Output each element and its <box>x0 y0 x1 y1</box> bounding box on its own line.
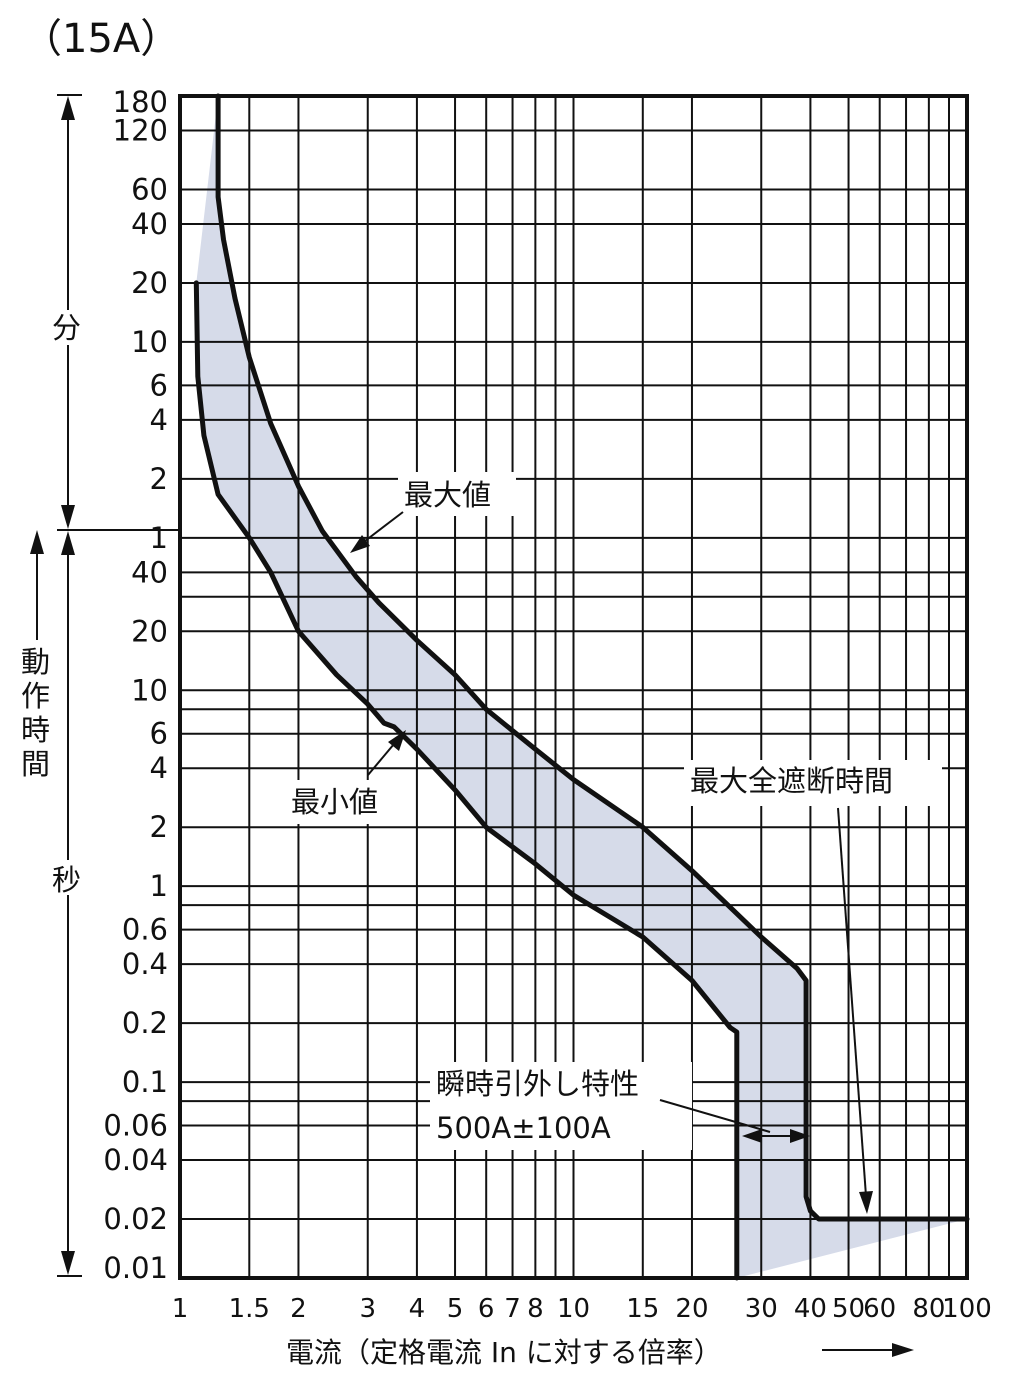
x-tick-label: 50 <box>832 1294 865 1324</box>
seconds-unit-label: 秒 <box>52 863 81 897</box>
x-tick-label: 1 <box>172 1294 189 1324</box>
y-tick-label: 10 <box>131 325 168 359</box>
y-tick-label: 1 <box>150 521 168 555</box>
annotation-min-label: 最小値 <box>291 785 378 819</box>
annotation-min-arrowhead <box>388 730 406 751</box>
y-tick-label: 0.6 <box>122 913 168 947</box>
y-tick-labels: 18012060402010642140201064210.60.40.20.1… <box>103 85 168 1285</box>
x-tick-label: 6 <box>478 1294 495 1324</box>
y-tick-label: 4 <box>150 403 168 437</box>
chart-title: （15A） <box>22 16 180 62</box>
instant-range-arrow-left <box>742 1129 762 1143</box>
annotation-max-leader <box>364 511 404 542</box>
instant-range-arrow-right <box>790 1129 810 1143</box>
y-tick-label: 20 <box>131 266 168 300</box>
y-tick-label: 0.02 <box>103 1202 168 1236</box>
x-axis-arrow <box>822 1343 914 1357</box>
unit-arrowheads <box>30 96 75 1275</box>
x-tick-label: 15 <box>626 1294 659 1324</box>
annotation-min-leader <box>367 743 395 776</box>
x-tick-label: 40 <box>794 1294 827 1324</box>
y-tick-label: 40 <box>131 555 168 589</box>
x-tick-label: 2 <box>290 1294 307 1324</box>
curve-layer <box>193 93 970 1281</box>
annotation-max-label: 最大値 <box>404 478 491 512</box>
y-tick-label: 0.01 <box>103 1251 168 1285</box>
annotation-instant-range: 500A±100A <box>436 1111 611 1145</box>
annotation-total-break-leader <box>837 807 867 1197</box>
operating-band <box>196 96 968 1278</box>
annotation-total-break: 最大全遮断時間 <box>684 760 942 1214</box>
x-tick-label: 1.5 <box>229 1294 270 1324</box>
y-tick-label: 0.2 <box>122 1006 168 1040</box>
x-tick-label: 5 <box>447 1294 464 1324</box>
x-tick-label: 10 <box>557 1294 590 1324</box>
minutes-arrowhead-up <box>61 96 75 120</box>
max-curve <box>215 93 970 1222</box>
x-tick-label: 7 <box>504 1294 521 1324</box>
x-tick-label: 3 <box>359 1294 376 1324</box>
y-tick-label: 40 <box>131 207 168 241</box>
minutes-arrowhead-down <box>61 505 75 529</box>
y-tick-label: 0.1 <box>122 1065 168 1099</box>
seconds-arrowhead-up <box>61 531 75 555</box>
annotation-total-break-label: 最大全遮断時間 <box>690 764 893 798</box>
annotation-max: 最大値 <box>350 472 516 553</box>
annotation-max-arrowhead <box>350 535 370 553</box>
y-tick-label: 0.4 <box>122 947 168 981</box>
x-tick-label: 80 <box>912 1294 945 1324</box>
y-tick-label: 20 <box>131 614 168 648</box>
seconds-arrowhead-down <box>61 1251 75 1275</box>
x-tick-label: 100 <box>942 1294 992 1324</box>
x-tick-label: 30 <box>745 1294 778 1324</box>
plot-frame <box>178 94 969 1280</box>
y-tick-label: 6 <box>150 717 168 751</box>
operating-band-layer <box>196 96 968 1278</box>
x-tick-label: 8 <box>527 1294 544 1324</box>
y-tick-label: 10 <box>131 673 168 707</box>
annotation-instant: 瞬時引外し特性 500A±100A <box>430 1062 810 1150</box>
x-axis-arrowhead <box>892 1343 914 1357</box>
operating-arrowhead-up <box>30 530 44 554</box>
min-curve <box>193 280 740 1281</box>
unit-arrows <box>36 94 180 1277</box>
x-axis-label: 電流（定格電流 In に対する倍率） <box>286 1336 722 1369</box>
annotation-total-break-arrowhead <box>859 1191 873 1214</box>
y-tick-label: 6 <box>150 368 168 402</box>
minutes-unit-label: 分 <box>52 311 81 345</box>
y-tick-label: 60 <box>131 172 168 206</box>
y-tick-label: 120 <box>113 113 168 147</box>
y-tick-label: 4 <box>150 751 168 785</box>
annotation-max-bg <box>398 472 516 516</box>
annotation-instant-bg <box>430 1062 692 1150</box>
y-tick-label: 2 <box>150 810 168 844</box>
annotation-min: 最小値 <box>278 730 406 824</box>
annotation-instant-label: 瞬時引外し特性 <box>436 1067 639 1101</box>
y-tick-label: 1 <box>150 869 168 903</box>
y-tick-label: 2 <box>150 462 168 496</box>
y-tick-label: 0.04 <box>103 1143 168 1177</box>
annotation-min-bg <box>278 780 404 824</box>
annotation-instant-leader <box>659 1099 771 1133</box>
y-tick-label: 180 <box>113 85 168 119</box>
y-tick-label: 0.06 <box>103 1109 168 1143</box>
x-tick-label: 60 <box>863 1294 896 1324</box>
x-tick-label: 4 <box>409 1294 426 1324</box>
operating-time-label: 動作時間 <box>21 645 50 781</box>
annotation-total-break-bg <box>684 760 942 806</box>
x-tick-label: 20 <box>675 1294 708 1324</box>
